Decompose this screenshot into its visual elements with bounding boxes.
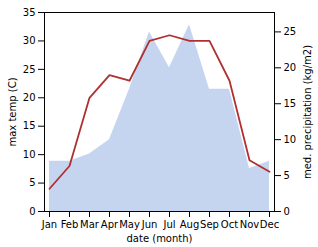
svg-text:May: May xyxy=(119,219,140,230)
svg-text:35: 35 xyxy=(23,7,36,18)
svg-text:max temp (C): max temp (C) xyxy=(7,77,18,146)
svg-text:date (month): date (month) xyxy=(127,233,193,244)
svg-text:15: 15 xyxy=(284,98,297,109)
svg-text:Jul: Jul xyxy=(162,219,175,230)
svg-text:25: 25 xyxy=(284,26,297,37)
svg-text:10: 10 xyxy=(284,134,297,145)
svg-text:0: 0 xyxy=(29,206,35,217)
svg-text:Mar: Mar xyxy=(80,219,100,230)
svg-text:0: 0 xyxy=(284,206,290,217)
svg-text:Dec: Dec xyxy=(260,219,279,230)
svg-text:Apr: Apr xyxy=(101,219,119,230)
svg-text:Feb: Feb xyxy=(61,219,79,230)
svg-text:15: 15 xyxy=(23,120,36,131)
svg-text:30: 30 xyxy=(23,35,36,46)
svg-text:Aug: Aug xyxy=(180,219,200,230)
svg-text:Sep: Sep xyxy=(200,219,219,230)
svg-text:5: 5 xyxy=(284,170,290,181)
svg-text:med. precipitation (kg/m2): med. precipitation (kg/m2) xyxy=(302,45,313,179)
svg-text:Nov: Nov xyxy=(240,219,260,230)
svg-text:Jan: Jan xyxy=(41,219,57,230)
svg-text:20: 20 xyxy=(23,92,36,103)
svg-text:25: 25 xyxy=(23,64,36,75)
svg-text:Jun: Jun xyxy=(141,219,158,230)
svg-text:5: 5 xyxy=(29,177,35,188)
svg-text:20: 20 xyxy=(284,62,297,73)
svg-text:Oct: Oct xyxy=(221,219,238,230)
svg-text:10: 10 xyxy=(23,149,36,160)
